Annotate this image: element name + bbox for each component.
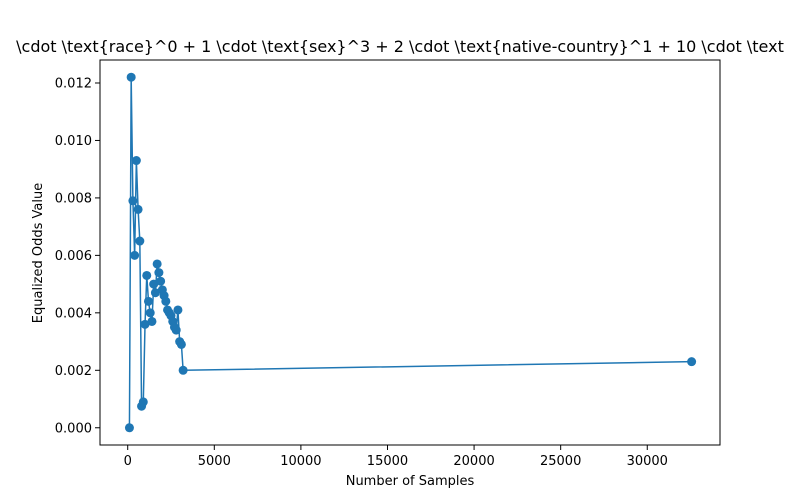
data-point bbox=[149, 279, 159, 289]
data-point bbox=[156, 276, 166, 286]
y-tick-label: 0.000 bbox=[55, 421, 92, 436]
data-point bbox=[176, 339, 186, 349]
data-point bbox=[150, 288, 160, 298]
data-point bbox=[140, 319, 150, 329]
data-point bbox=[124, 423, 134, 433]
data-point bbox=[135, 236, 145, 246]
series-markers bbox=[124, 72, 697, 433]
data-point bbox=[152, 259, 162, 269]
x-tick-label: 25000 bbox=[540, 454, 581, 469]
y-axis: 0.000 0.002 0.004 0.006 0.008 0.010 0.012 bbox=[55, 76, 100, 436]
data-point bbox=[138, 397, 148, 407]
data-point bbox=[173, 305, 183, 315]
data-point bbox=[142, 270, 152, 280]
x-tick-label: 20000 bbox=[453, 454, 494, 469]
data-point bbox=[126, 72, 136, 82]
x-axis: 0 5000 10000 15000 20000 25000 30000 bbox=[124, 445, 668, 469]
chart-title: \cdot \text{race}^0 + 1 \cdot \text{sex}… bbox=[16, 37, 784, 56]
plot-area bbox=[100, 60, 720, 445]
data-point bbox=[154, 268, 164, 278]
y-tick-label: 0.008 bbox=[55, 191, 92, 206]
data-point bbox=[145, 308, 155, 318]
data-point bbox=[687, 357, 697, 367]
y-tick-label: 0.004 bbox=[55, 306, 92, 321]
y-tick-label: 0.012 bbox=[55, 76, 92, 91]
x-axis-label: Number of Samples bbox=[346, 474, 475, 489]
data-point bbox=[131, 156, 141, 166]
x-tick-label: 0 bbox=[124, 454, 132, 469]
y-tick-label: 0.006 bbox=[55, 249, 92, 264]
x-tick-label: 30000 bbox=[627, 454, 668, 469]
x-tick-label: 15000 bbox=[367, 454, 408, 469]
data-point bbox=[178, 365, 188, 375]
data-point bbox=[171, 325, 181, 335]
data-point bbox=[130, 250, 140, 260]
x-tick-label: 5000 bbox=[198, 454, 231, 469]
data-point bbox=[143, 296, 153, 306]
data-point bbox=[161, 296, 171, 306]
data-point bbox=[128, 196, 138, 206]
plot-frame bbox=[99, 59, 721, 446]
x-tick-label: 10000 bbox=[280, 454, 321, 469]
y-tick-label: 0.010 bbox=[55, 134, 92, 149]
data-point bbox=[133, 204, 143, 214]
y-tick-label: 0.002 bbox=[55, 364, 92, 379]
data-point bbox=[147, 316, 157, 326]
y-axis-label: Equalized Odds Value bbox=[31, 183, 46, 323]
